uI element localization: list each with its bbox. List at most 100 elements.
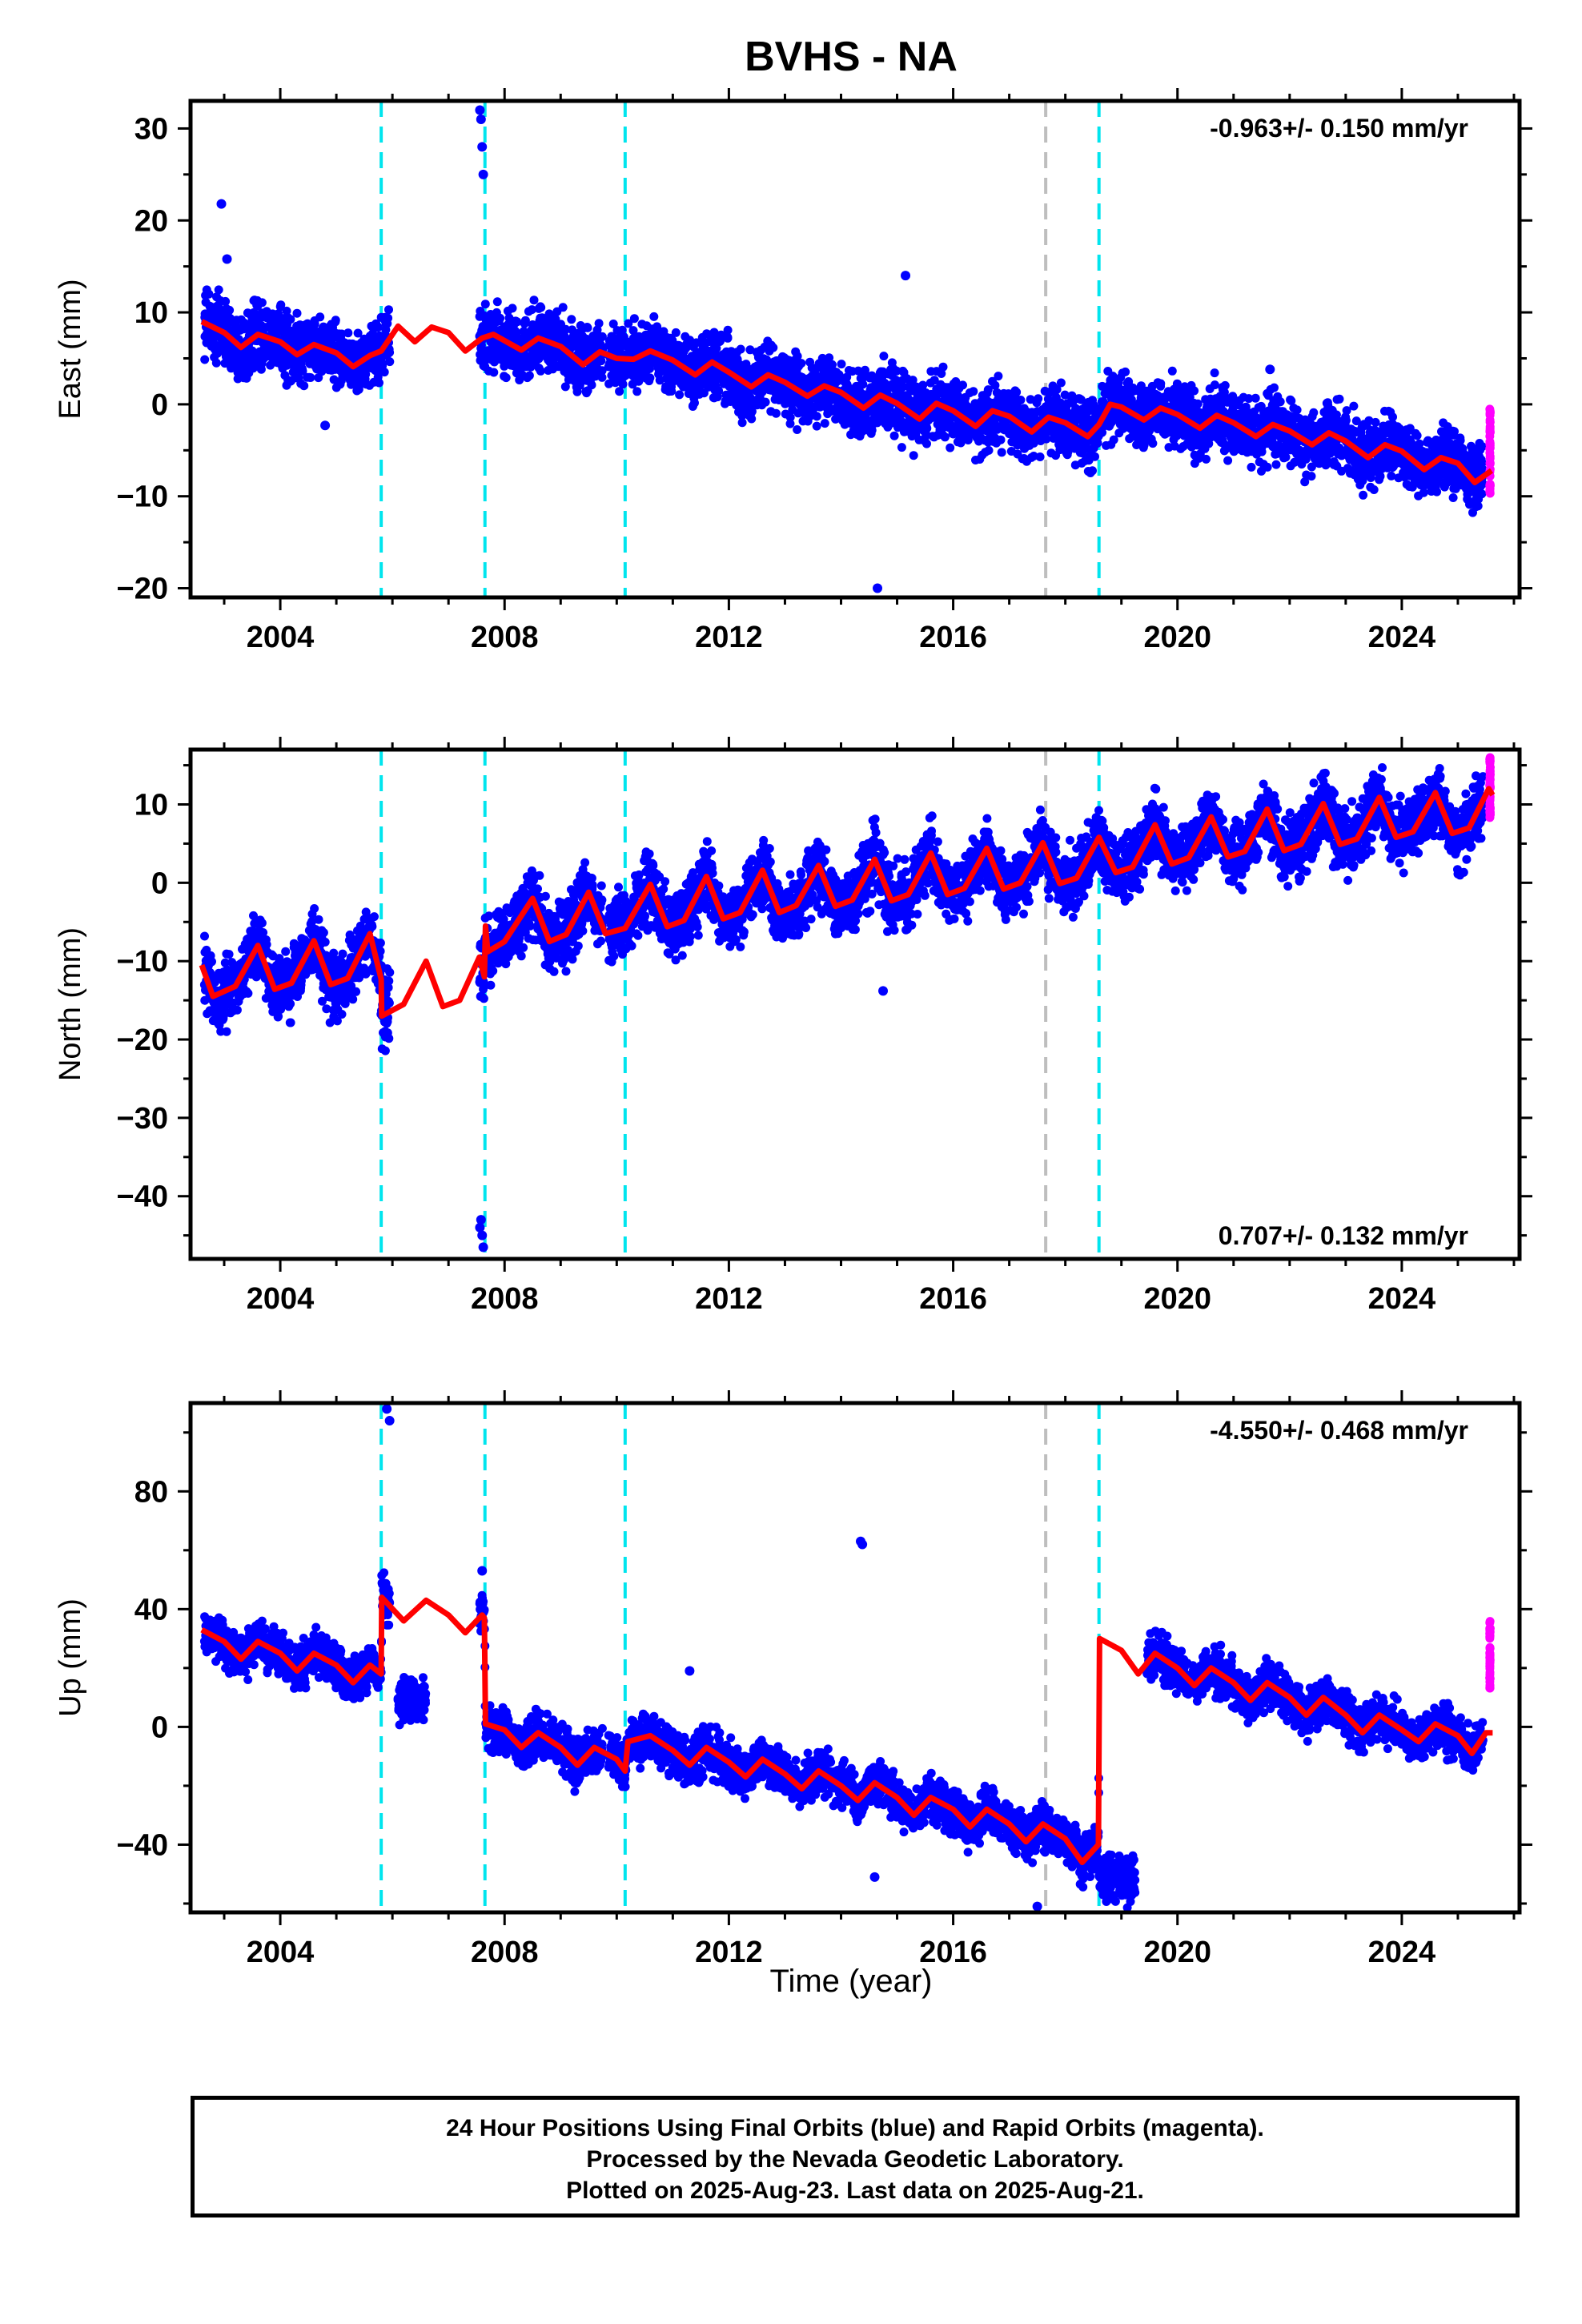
final-orbit-point — [1202, 454, 1211, 464]
final-orbit-point — [1210, 368, 1219, 378]
final-orbit-point — [918, 380, 928, 390]
final-orbit-point — [597, 372, 607, 382]
final-orbit-point — [667, 387, 677, 396]
final-orbit-points — [200, 105, 1488, 593]
final-orbit-point — [1369, 485, 1379, 494]
final-orbit-point — [1193, 399, 1203, 408]
final-orbit-point — [286, 315, 295, 324]
final-orbit-point — [385, 357, 395, 367]
final-orbit-point — [1477, 442, 1487, 452]
final-orbit-point — [257, 298, 267, 308]
final-orbit-outlier — [475, 105, 485, 115]
final-orbit-outlier — [222, 254, 232, 264]
final-orbit-point — [785, 412, 795, 422]
final-orbit-point — [1167, 366, 1177, 376]
final-orbit-point — [1341, 416, 1351, 425]
final-orbit-point — [1349, 401, 1359, 411]
final-orbit-outlier — [478, 169, 488, 179]
final-orbit-point — [797, 359, 806, 368]
final-orbit-point — [690, 398, 699, 408]
final-orbit-point — [299, 381, 309, 391]
final-orbit-point — [1263, 462, 1272, 472]
final-orbit-point — [909, 451, 918, 460]
final-orbit-outlier — [320, 420, 331, 431]
final-orbit-point — [997, 448, 1006, 457]
final-orbit-point — [361, 370, 371, 379]
chart-title: BVHS - NA — [745, 34, 958, 80]
final-orbit-point — [1375, 472, 1385, 481]
final-orbit-point — [1309, 408, 1319, 417]
final-orbit-point — [736, 344, 745, 354]
final-orbit-point — [994, 372, 1003, 381]
final-orbit-point — [1412, 431, 1422, 440]
final-orbit-point — [858, 380, 868, 389]
final-orbit-point — [375, 378, 383, 388]
final-orbit-point — [761, 397, 770, 407]
final-orbit-point — [879, 352, 889, 361]
final-orbit-point — [1359, 490, 1368, 500]
final-orbit-point — [922, 439, 931, 448]
final-orbit-point — [675, 390, 685, 400]
final-orbit-point — [996, 435, 1006, 444]
final-orbit-point — [1271, 460, 1281, 469]
final-orbit-point — [1090, 452, 1099, 461]
final-orbit-point — [837, 360, 846, 369]
final-orbit-point — [645, 373, 655, 383]
final-orbit-point — [812, 412, 821, 421]
final-orbit-point — [383, 313, 393, 323]
final-orbit-point — [306, 373, 315, 382]
final-orbit-point — [938, 362, 948, 372]
final-orbit-point — [1148, 439, 1158, 448]
final-orbit-point — [946, 443, 955, 452]
east-panel: 2004 2008 2012 2016 2020 2024−20−100102030Eas… — [54, 88, 1532, 654]
final-orbit-point — [969, 387, 978, 396]
final-orbit-point — [771, 408, 781, 418]
final-orbit-point — [922, 424, 932, 433]
final-orbit-point — [1223, 456, 1233, 465]
final-orbit-outlier — [216, 199, 227, 209]
final-orbit-point — [276, 300, 286, 310]
final-orbit-outlier — [477, 142, 488, 152]
final-orbit-point — [1088, 466, 1097, 476]
final-orbit-point — [204, 289, 214, 299]
final-orbit-point — [1335, 394, 1344, 404]
final-orbit-point — [1210, 380, 1219, 390]
final-orbit-point — [671, 328, 681, 337]
final-orbit-point — [713, 386, 723, 396]
final-orbit-point — [812, 421, 821, 431]
final-orbit-point — [940, 432, 950, 442]
final-orbit-point — [1432, 487, 1442, 497]
final-orbit-point — [489, 368, 499, 377]
final-orbit-point — [984, 445, 994, 455]
final-orbit-outlier — [476, 114, 486, 124]
final-orbit-point — [889, 431, 899, 440]
final-orbit-point — [315, 312, 325, 322]
final-orbit-point — [374, 323, 383, 332]
final-orbit-point — [508, 304, 517, 313]
final-orbit-point — [501, 373, 511, 383]
final-orbit-point — [1388, 412, 1397, 422]
final-orbit-point — [567, 315, 576, 324]
final-orbit-point — [211, 358, 221, 368]
final-orbit-point — [1473, 501, 1483, 511]
final-orbit-point — [536, 303, 546, 312]
final-orbit-point — [331, 316, 340, 325]
final-orbit-point — [379, 368, 389, 377]
final-orbit-point — [1034, 394, 1043, 404]
final-orbit-outlier — [1265, 364, 1275, 375]
final-orbit-point — [769, 343, 778, 352]
final-orbit-point — [820, 419, 829, 428]
final-orbit-point — [1247, 462, 1256, 472]
rapid-orbit-points — [1485, 404, 1495, 498]
final-orbit-point — [1012, 388, 1022, 397]
final-orbit-point — [214, 285, 223, 295]
final-orbit-point — [221, 296, 231, 306]
final-orbit-point — [594, 319, 604, 328]
final-orbit-point — [347, 380, 356, 389]
final-orbit-point — [583, 323, 592, 332]
final-orbit-point — [329, 375, 339, 384]
final-orbit-point — [1477, 489, 1487, 499]
final-orbit-point — [558, 303, 568, 312]
final-orbit-point — [536, 366, 545, 376]
